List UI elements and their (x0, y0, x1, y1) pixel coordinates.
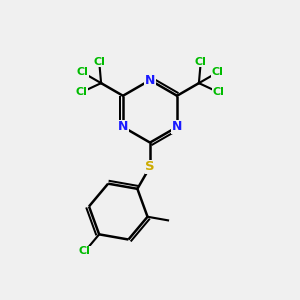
Text: Cl: Cl (212, 87, 224, 97)
Text: N: N (145, 74, 155, 87)
Text: N: N (118, 121, 128, 134)
Text: N: N (172, 121, 182, 134)
Text: S: S (145, 160, 155, 173)
Text: Cl: Cl (76, 87, 88, 97)
Text: Cl: Cl (212, 68, 224, 77)
Text: Cl: Cl (76, 68, 88, 77)
Text: Cl: Cl (79, 246, 91, 256)
Text: Cl: Cl (195, 57, 207, 67)
Text: Cl: Cl (93, 57, 105, 67)
